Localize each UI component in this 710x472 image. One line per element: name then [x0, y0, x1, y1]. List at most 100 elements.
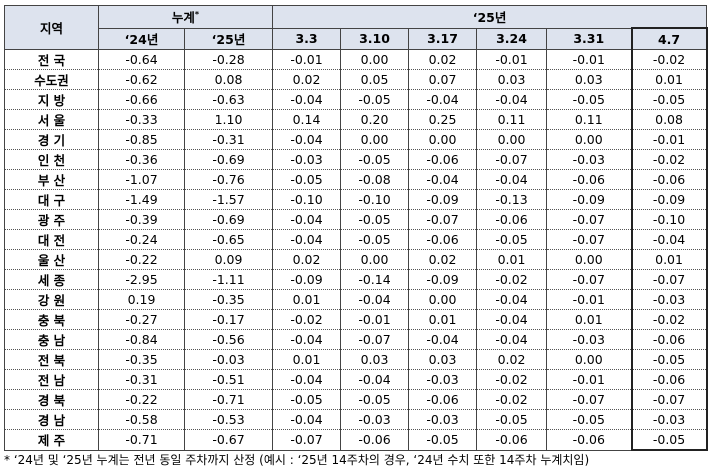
- value-cell: -0.06: [630, 169, 708, 190]
- value-cell: -0.05: [546, 89, 633, 110]
- value-cell: 0.02: [272, 249, 342, 270]
- value-cell: 0.11: [546, 109, 633, 130]
- value-cell: -0.06: [408, 389, 478, 410]
- value-cell: -0.05: [546, 409, 633, 430]
- year-header: ‘25년: [272, 5, 708, 29]
- table-row: 수도권 -0.62 0.08 0.02 0.05 0.07 0.03 0.03 0.01: [4, 69, 708, 90]
- table-row: 전 국 -0.64 -0.28 -0.01 0.00 0.02 -0.01 -0.01 -0.0…: [4, 49, 708, 70]
- value-cell: -0.07: [630, 389, 708, 410]
- value-cell: -0.06: [340, 429, 410, 451]
- value-cell: -0.76: [183, 169, 274, 190]
- price-table: 지역 누계* ‘25년 ‘24년 ‘25년 3.3 3.10 3.17 3.24 3.31 4…: [4, 5, 708, 451]
- value-cell: -0.06: [546, 169, 633, 190]
- value-cell: 0.09: [183, 249, 274, 270]
- value-cell: 0.01: [272, 289, 342, 310]
- value-cell: -0.65: [183, 229, 274, 250]
- table-row: 광 주 -0.39 -0.69 -0.04 -0.05 -0.07 -0.06 -0.07 -0…: [4, 209, 708, 230]
- value-cell: 0.19: [98, 289, 185, 310]
- region-cell: 대 구: [4, 189, 99, 210]
- region-cell: 경 남: [4, 409, 99, 430]
- table-row: 대 구 -1.49 -1.57 -0.10 -0.10 -0.09 -0.13 -0.09 -0…: [4, 189, 708, 210]
- value-cell: -0.09: [630, 189, 708, 210]
- value-cell: -0.02: [630, 149, 708, 170]
- value-cell: -0.05: [476, 409, 548, 430]
- value-cell: -0.03: [630, 409, 708, 430]
- value-cell: -0.63: [183, 89, 274, 110]
- value-cell: -0.02: [630, 309, 708, 330]
- value-cell: -0.05: [630, 349, 708, 370]
- region-cell: 세 종: [4, 269, 99, 290]
- value-cell: -0.10: [340, 189, 410, 210]
- value-cell: 0.14: [272, 109, 342, 130]
- value-cell: 0.00: [340, 249, 410, 270]
- value-cell: -0.07: [340, 329, 410, 350]
- value-cell: -0.56: [183, 329, 274, 350]
- value-cell: -0.06: [476, 429, 548, 451]
- value-cell: 0.01: [546, 309, 633, 330]
- value-cell: -0.10: [272, 189, 342, 210]
- value-cell: 0.02: [408, 249, 478, 270]
- value-cell: -0.08: [340, 169, 410, 190]
- value-cell: 0.01: [408, 309, 478, 330]
- column-header: ‘24년: [98, 27, 185, 50]
- region-cell: 전 남: [4, 369, 99, 390]
- value-cell: -0.05: [272, 389, 342, 410]
- column-header: 3.10: [340, 27, 410, 50]
- value-cell: -0.28: [183, 49, 274, 70]
- value-cell: -0.01: [340, 309, 410, 330]
- value-cell: 0.00: [340, 49, 410, 70]
- value-cell: -1.07: [98, 169, 185, 190]
- region-cell: 충 북: [4, 309, 99, 330]
- value-cell: -0.58: [98, 409, 185, 430]
- region-cell: 지 방: [4, 89, 99, 110]
- value-cell: -0.03: [408, 409, 478, 430]
- region-header: 지역: [4, 5, 99, 50]
- value-cell: 0.02: [408, 49, 478, 70]
- value-cell: 0.00: [476, 129, 548, 150]
- value-cell: -0.51: [183, 369, 274, 390]
- region-cell: 서 울: [4, 109, 99, 130]
- region-cell: 대 전: [4, 229, 99, 250]
- value-cell: -0.07: [476, 149, 548, 170]
- cumulative-header: 누계*: [97, 5, 274, 29]
- value-cell: -0.66: [98, 89, 185, 110]
- value-cell: -1.57: [183, 189, 274, 210]
- value-cell: -0.09: [546, 189, 633, 210]
- value-cell: 0.25: [408, 109, 478, 130]
- value-cell: -0.09: [408, 269, 478, 290]
- value-cell: -0.33: [98, 109, 185, 130]
- value-cell: -1.49: [98, 189, 185, 210]
- region-cell: 충 남: [4, 329, 99, 350]
- value-cell: 0.03: [476, 69, 548, 90]
- value-cell: -0.01: [546, 289, 633, 310]
- table-body: 전 국 -0.64 -0.28 -0.01 0.00 0.02 -0.01 -0.01 -0.0…: [4, 49, 708, 451]
- column-header: 3.24: [476, 27, 548, 50]
- value-cell: -0.05: [630, 429, 708, 451]
- column-header: 4.7: [630, 27, 708, 50]
- value-cell: -0.07: [630, 269, 708, 290]
- value-cell: -0.02: [476, 269, 548, 290]
- table-row: 경 북 -0.22 -0.71 -0.05 -0.05 -0.06 -0.02 -0.07 -0…: [4, 389, 708, 410]
- value-cell: -0.05: [340, 149, 410, 170]
- value-cell: 0.08: [630, 109, 708, 130]
- region-cell: 제 주: [4, 429, 99, 451]
- table-row: 전 북 -0.35 -0.03 0.01 0.03 0.03 0.02 0.00 -0.05: [4, 349, 708, 370]
- value-cell: -2.95: [98, 269, 185, 290]
- value-cell: -0.05: [630, 89, 708, 110]
- region-cell: 강 원: [4, 289, 99, 310]
- table-row: 강 원 0.19 -0.35 0.01 -0.04 0.00 -0.04 -0.01 -0.03: [4, 289, 708, 310]
- value-cell: 0.02: [476, 349, 548, 370]
- value-cell: -0.04: [408, 89, 478, 110]
- value-cell: 0.11: [476, 109, 548, 130]
- value-cell: -0.03: [630, 289, 708, 310]
- value-cell: -0.27: [98, 309, 185, 330]
- value-cell: 0.01: [630, 249, 708, 270]
- value-cell: -0.31: [183, 129, 274, 150]
- value-cell: -0.69: [183, 209, 274, 230]
- value-cell: -0.04: [272, 409, 342, 430]
- value-cell: -0.04: [476, 169, 548, 190]
- region-cell: 광 주: [4, 209, 99, 230]
- value-cell: -0.07: [546, 389, 633, 410]
- value-cell: 0.00: [340, 129, 410, 150]
- value-cell: -0.06: [408, 229, 478, 250]
